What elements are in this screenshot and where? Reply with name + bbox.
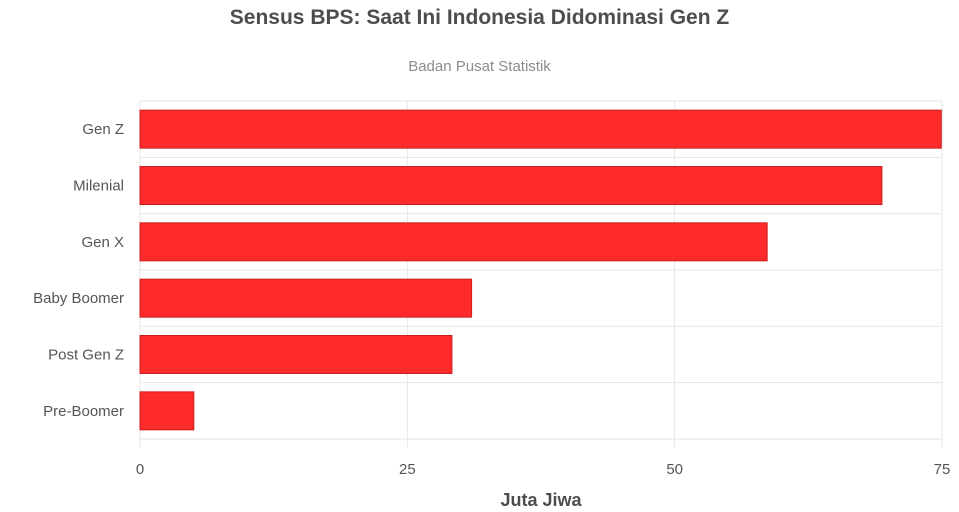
category-label: Pre-Boomer	[43, 403, 124, 420]
bar	[139, 109, 942, 149]
chart-subtitle: Badan Pusat Statistik	[408, 58, 551, 75]
category-label: Gen X	[81, 234, 124, 251]
bar	[139, 335, 453, 374]
chart-title: Sensus BPS: Saat Ini Indonesia Didominas…	[229, 6, 730, 29]
x-tick-label: 25	[399, 461, 416, 478]
category-label: Gen Z	[82, 121, 124, 138]
grid-layer	[139, 100, 943, 447]
category-label: Baby Boomer	[33, 290, 124, 307]
bar	[139, 278, 473, 318]
bar	[139, 166, 883, 205]
category-label: Post Gen Z	[48, 347, 124, 364]
category-label: Milenial	[73, 178, 124, 195]
x-tick-label: 75	[934, 461, 951, 478]
bar	[139, 222, 768, 262]
bar	[139, 391, 195, 431]
x-tick-label: 50	[666, 461, 683, 478]
x-axis-title: Juta Jiwa	[500, 490, 582, 510]
labels-layer: 0 25 50 75 Gen Z Milenial Gen X Baby Boomer Post…	[33, 121, 950, 478]
x-tick-label: 0	[136, 461, 144, 478]
bars-layer	[139, 109, 942, 431]
